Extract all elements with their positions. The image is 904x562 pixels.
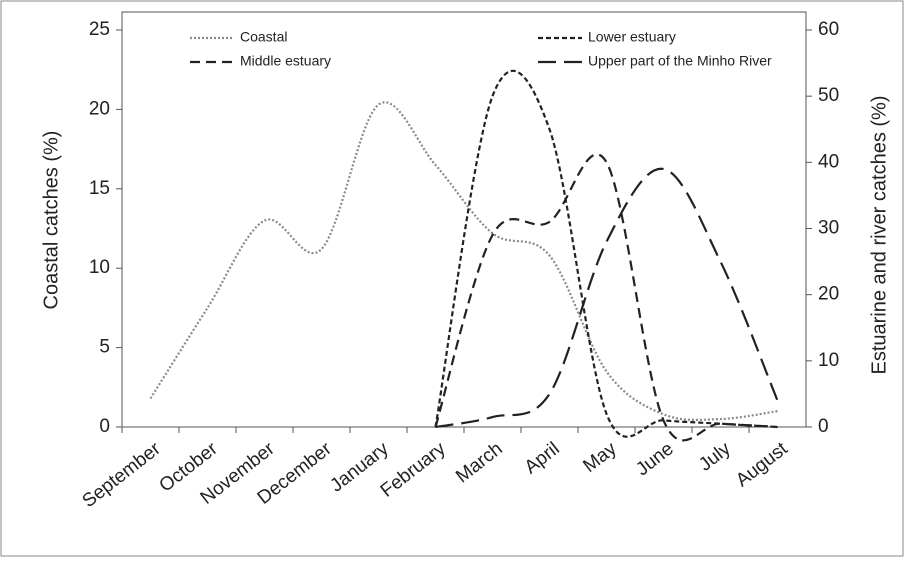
y2-tick-label: 40 bbox=[818, 151, 839, 172]
line-series bbox=[434, 153, 778, 442]
y2-tick-label: 10 bbox=[818, 350, 839, 371]
y-tick-label: 25 bbox=[89, 19, 110, 40]
y2-tick-label: 0 bbox=[818, 416, 829, 437]
y-axis-label: Coastal catches (%) bbox=[40, 131, 62, 310]
y-tick-label: 20 bbox=[89, 98, 110, 119]
y-tick-label: 5 bbox=[99, 337, 110, 358]
legend-label: Coastal bbox=[240, 29, 287, 45]
legend-label: Middle estuary bbox=[240, 53, 331, 69]
y2-tick-label: 60 bbox=[818, 19, 839, 40]
y-tick-label: 15 bbox=[89, 178, 110, 199]
line-series bbox=[435, 167, 779, 429]
line-series bbox=[434, 69, 778, 438]
y-tick-label: 10 bbox=[89, 257, 110, 278]
legend-label: Upper part of the Minho River bbox=[588, 53, 772, 69]
y2-tick-label: 50 bbox=[818, 85, 839, 106]
y2-tick-label: 30 bbox=[818, 218, 839, 239]
y-tick-label: 0 bbox=[99, 416, 110, 437]
y2-axis-label: Estuarine and river catches (%) bbox=[868, 95, 890, 374]
legend-label: Lower estuary bbox=[588, 29, 676, 45]
y2-tick-label: 20 bbox=[818, 284, 839, 305]
line-series bbox=[149, 101, 778, 421]
